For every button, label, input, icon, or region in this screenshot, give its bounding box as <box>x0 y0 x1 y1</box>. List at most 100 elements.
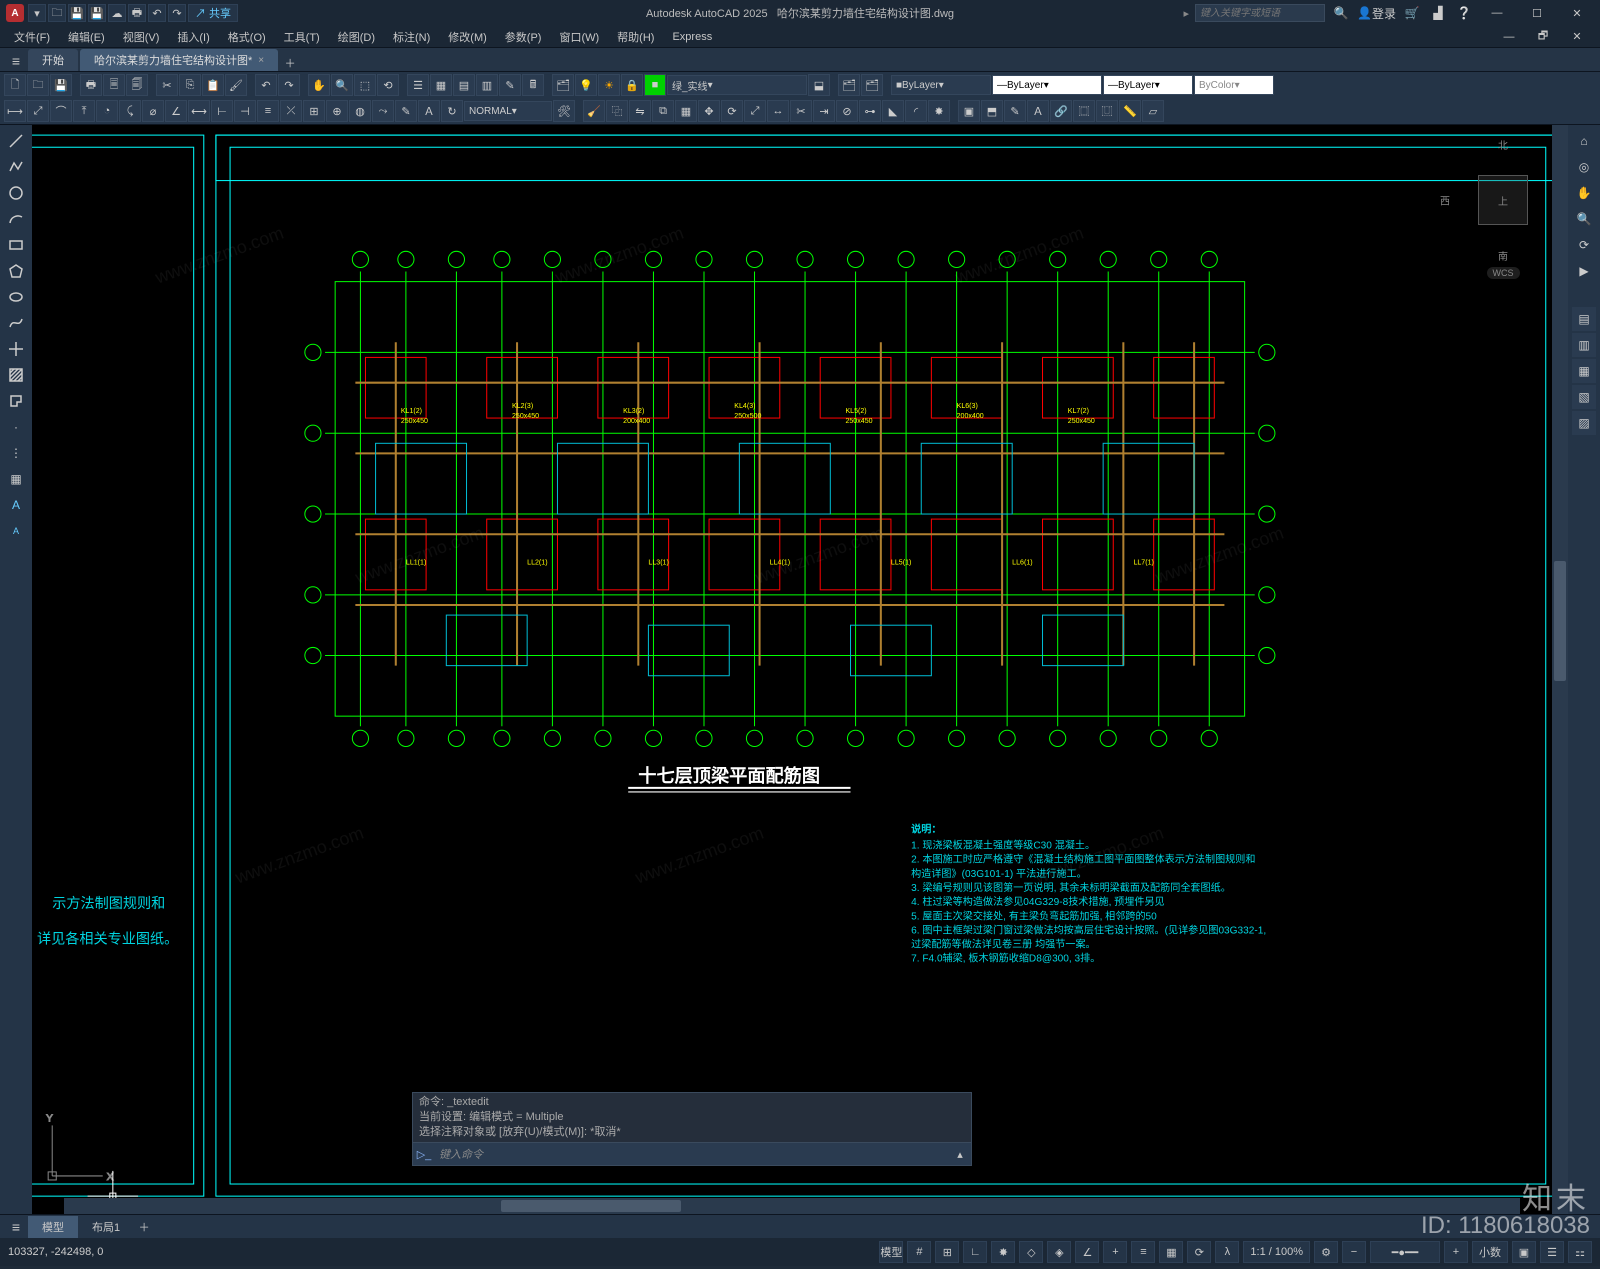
menu-dim[interactable]: 标注(N) <box>385 27 438 47</box>
rb-attr-icon[interactable]: Ａ <box>1027 100 1049 122</box>
tool-hatch-icon[interactable] <box>4 363 28 387</box>
rt-ent1-icon[interactable]: ▤ <box>1572 307 1596 331</box>
st-3dosnap-icon[interactable]: ◈ <box>1047 1241 1071 1263</box>
login-button[interactable]: 👤 登录 <box>1357 3 1396 23</box>
rb-dimang-icon[interactable]: ∠ <box>165 100 187 122</box>
qat-saveas-icon[interactable]: 💾 <box>88 4 106 22</box>
tab-layout1[interactable]: 布局1 <box>78 1216 134 1238</box>
st-otrack-icon[interactable]: ∠ <box>1075 1241 1099 1263</box>
rb-preview-icon[interactable]: 🗏 <box>103 74 125 96</box>
rb-chamfer-icon[interactable]: ◣ <box>882 100 904 122</box>
linetype-dropdown[interactable]: ■ ByLayer ▾ <box>891 75 991 95</box>
rb-layeron-icon[interactable]: 💡 <box>575 74 597 96</box>
st-anno-icon[interactable]: λ <box>1215 1241 1239 1263</box>
menu-view[interactable]: 视图(V) <box>115 27 168 47</box>
rb-copy2-icon[interactable]: ⿻ <box>606 100 628 122</box>
rb-dimqck-icon[interactable]: ⟷ <box>188 100 210 122</box>
rb-dimrad-icon[interactable]: ◔ <box>96 100 118 122</box>
st-zoom-plus-icon[interactable]: + <box>1444 1241 1468 1263</box>
rb-dimjog-icon[interactable]: ⤹ <box>119 100 141 122</box>
st-annoscale[interactable]: 1:1 / 100% <box>1243 1241 1310 1263</box>
tool-pline-icon[interactable] <box>4 155 28 179</box>
rb-extend-icon[interactable]: ⇥ <box>813 100 835 122</box>
tool-text-icon[interactable]: A <box>4 519 28 543</box>
apps-icon[interactable]: ▟ <box>1428 3 1448 23</box>
rb-dimupd-icon[interactable]: ↻ <box>441 100 463 122</box>
command-line[interactable]: 命令: _textedit 当前设置: 编辑模式 = Multiple 选择注释… <box>412 1092 972 1166</box>
st-trans-icon[interactable]: ▦ <box>1159 1241 1183 1263</box>
rb-zoom-icon[interactable]: 🔍 <box>331 74 353 96</box>
st-iso-icon[interactable]: ▣ <box>1512 1241 1536 1263</box>
rb-markup-icon[interactable]: ✎ <box>499 74 521 96</box>
menu-format[interactable]: 格式(O) <box>220 27 274 47</box>
tab-start[interactable]: 开始 <box>28 49 78 71</box>
rb-dimtedit-icon[interactable]: Ａ <box>418 100 440 122</box>
scrollbar-horizontal[interactable] <box>64 1198 1520 1214</box>
rt-ent2-icon[interactable]: ▥ <box>1572 333 1596 357</box>
minimize-icon[interactable]: — <box>1480 0 1514 26</box>
nav-wheel-icon[interactable]: ◎ <box>1572 155 1596 179</box>
menu-modify[interactable]: 修改(M) <box>440 27 495 47</box>
rb-dimali-icon[interactable]: ⤢ <box>27 100 49 122</box>
rb-ungroup-icon[interactable]: ⿶ <box>1096 100 1118 122</box>
st-zoom-slider[interactable]: ━●━━ <box>1370 1241 1440 1263</box>
app-logo[interactable]: A <box>6 4 24 22</box>
rb-props-icon[interactable]: ☰ <box>407 74 429 96</box>
st-customize-icon[interactable]: ⚏ <box>1568 1241 1592 1263</box>
nav-full-icon[interactable]: ⌂ <box>1572 129 1596 153</box>
tool-table-icon[interactable]: ▦ <box>4 467 28 491</box>
rb-scale-icon[interactable]: ⤢ <box>744 100 766 122</box>
rb-dimstyle-icon[interactable]: 🛠 <box>553 100 575 122</box>
rb-stretch-icon[interactable]: ↔ <box>767 100 789 122</box>
qat-new-icon[interactable]: ▾ <box>28 4 46 22</box>
qat-web-icon[interactable]: ☁ <box>108 4 126 22</box>
rb-insert-icon[interactable]: ⬒ <box>981 100 1003 122</box>
rb-layerstate-icon[interactable]: 🗂 <box>838 74 860 96</box>
rb-cut-icon[interactable]: ✂ <box>156 74 178 96</box>
rb-rotate-icon[interactable]: ⟳ <box>721 100 743 122</box>
menu-window[interactable]: 窗口(W) <box>551 27 607 47</box>
maximize-icon[interactable]: ☐ <box>1520 0 1554 26</box>
rb-offset-icon[interactable]: ⧉ <box>652 100 674 122</box>
menu-express[interactable]: Express <box>664 29 720 45</box>
tab-document[interactable]: 哈尔滨某剪力墙住宅结构设计图*× <box>80 49 278 71</box>
rb-qcalc-icon[interactable]: 🖩 <box>522 74 544 96</box>
st-model-button[interactable]: 模型 <box>879 1241 903 1263</box>
qat-undo-icon[interactable]: ↶ <box>148 4 166 22</box>
rt-ent3-icon[interactable]: ▦ <box>1572 359 1596 383</box>
st-gear-icon[interactable]: ⚙ <box>1314 1241 1338 1263</box>
st-ortho-icon[interactable]: ∟ <box>963 1241 987 1263</box>
st-snap-icon[interactable]: ⊞ <box>935 1241 959 1263</box>
qat-save-icon[interactable]: 💾 <box>68 4 86 22</box>
cmd-input[interactable]: 键入命令 <box>435 1143 949 1165</box>
tool-rect-icon[interactable] <box>4 233 28 257</box>
tool-line-icon[interactable] <box>4 129 28 153</box>
layout-add-icon[interactable]: ＋ <box>134 1219 154 1235</box>
rb-dimcont-icon[interactable]: ⊣ <box>234 100 256 122</box>
plotstyle-dropdown[interactable]: — ByLayer ▾ <box>1103 75 1193 95</box>
rb-array-icon[interactable]: ▦ <box>675 100 697 122</box>
menu-param[interactable]: 参数(P) <box>497 27 550 47</box>
viewcube[interactable]: 上 北 南 东 西 WCS <box>1458 155 1548 245</box>
menu-draw[interactable]: 绘图(D) <box>330 27 383 47</box>
tool-point-icon[interactable]: · <box>4 415 28 439</box>
rb-redo2-icon[interactable]: ↷ <box>278 74 300 96</box>
rb-paste-icon[interactable]: 📋 <box>202 74 224 96</box>
rb-dimbase-icon[interactable]: ⊢ <box>211 100 233 122</box>
rb-break-icon[interactable]: ⊘ <box>836 100 858 122</box>
rb-fillet-icon[interactable]: ◜ <box>905 100 927 122</box>
cart-icon[interactable]: 🛒 <box>1402 3 1422 23</box>
nav-showmot-icon[interactable]: ▶ <box>1572 259 1596 283</box>
rb-tol-icon[interactable]: ⊞ <box>303 100 325 122</box>
rb-trim-icon[interactable]: ✂ <box>790 100 812 122</box>
tool-arc-icon[interactable] <box>4 207 28 231</box>
rb-block-icon[interactable]: ▣ <box>958 100 980 122</box>
help-icon[interactable]: ❔ <box>1454 3 1474 23</box>
nav-zoom-icon[interactable]: 🔍 <box>1572 207 1596 231</box>
rb-copy-icon[interactable]: ⎘ <box>179 74 201 96</box>
menu-help[interactable]: 帮助(H) <box>609 27 662 47</box>
tab-close-icon[interactable]: × <box>258 55 264 66</box>
rt-ent4-icon[interactable]: ▧ <box>1572 385 1596 409</box>
st-lwt-icon[interactable]: ≡ <box>1131 1241 1155 1263</box>
rb-dimlin-icon[interactable]: ⟼ <box>4 100 26 122</box>
